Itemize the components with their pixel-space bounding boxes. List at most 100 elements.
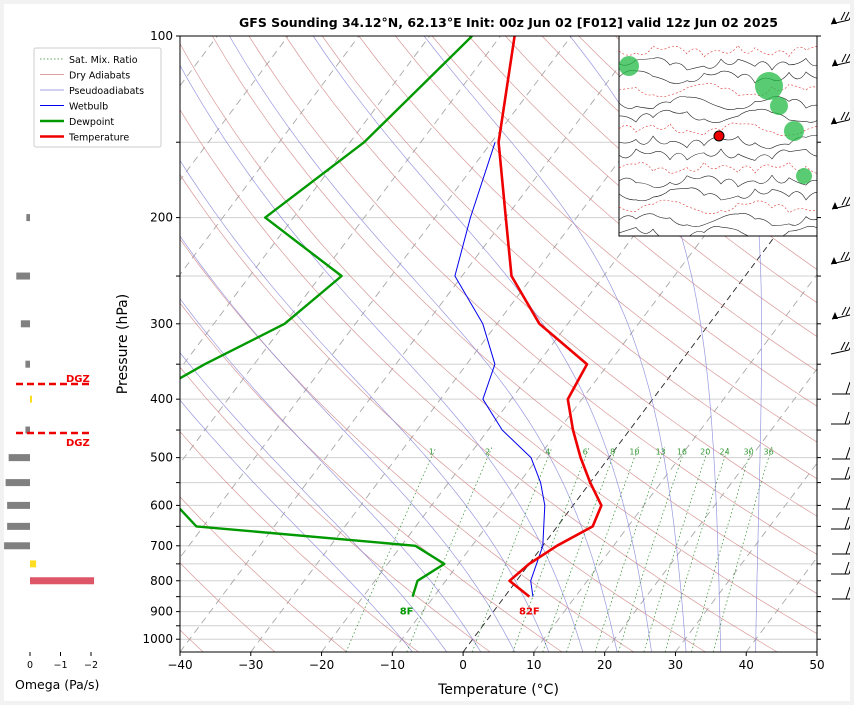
dry-adiabat-0 [180, 366, 491, 652]
map-contour [619, 225, 817, 236]
dry-adiabat-120 [431, 36, 817, 372]
pseudoadiabat-35 [569, 36, 722, 652]
x-tick-label-2: −20 [309, 658, 334, 672]
wind-barb-15 [832, 586, 850, 600]
dry-adiabat-60 [211, 36, 817, 594]
x-tick-label-0: −40 [167, 658, 192, 672]
mixing-ratio-label-8: 8 [610, 448, 615, 457]
wind-barb-2 [830, 111, 850, 125]
pseudoadiabat--10 [180, 399, 413, 652]
map-contour [619, 57, 817, 71]
mixing-ratio-label-6: 6 [583, 448, 588, 457]
omega-bar-4 [30, 395, 32, 403]
isotherm--60 [180, 36, 501, 464]
isotherm--70 [180, 36, 431, 370]
dry-adiabat-110 [395, 36, 817, 407]
wind-barb-3 [831, 196, 850, 210]
pseudoadiabat-15 [180, 64, 584, 652]
wind-barb-1 [831, 53, 850, 67]
pseudoadiabat-10 [180, 159, 550, 652]
x-tick-label-4: 0 [459, 658, 467, 672]
wind-barb-8 [831, 411, 850, 425]
map-contour [619, 70, 817, 84]
temperature-line [497, 36, 603, 598]
dry-adiabat--10 [180, 431, 419, 652]
omega-tick-label-2: −2 [84, 660, 98, 671]
omega-bar-7 [5, 479, 30, 487]
dry-adiabat--20 [180, 496, 347, 652]
dry-adiabat-30 [180, 174, 706, 652]
mixing-ratio-label-2: 2 [485, 448, 490, 457]
y-tick-label-800: 800 [150, 574, 173, 588]
dgz-label-bottom: DGZ [66, 438, 90, 449]
wind-barb-10 [831, 466, 850, 480]
isotherm--40 [180, 36, 643, 652]
isotherm--80 [180, 36, 360, 276]
isotherm-10 [533, 273, 817, 652]
pseudoadiabat--5 [180, 352, 448, 652]
mixing-ratio-label-1: 1 [429, 448, 434, 457]
map-precip-area [755, 72, 783, 100]
omega-bar-8 [7, 501, 30, 509]
isotherm--50 [180, 36, 572, 559]
y-tick-label-900: 900 [150, 605, 173, 619]
inset-map [618, 36, 817, 237]
wind-barb-11 [832, 496, 850, 510]
wind-barb-0 [830, 11, 850, 25]
map-contour [619, 213, 817, 227]
isotherm-0 [462, 179, 817, 652]
wind-barb-9 [832, 446, 850, 460]
legend-box [33, 47, 162, 148]
mixing-ratio-line-36 [713, 446, 773, 652]
wind-barb-7 [832, 381, 850, 395]
omega-bar-6 [8, 454, 30, 462]
omega-bar-9 [7, 522, 30, 530]
omega-tick-label-1: −1 [53, 660, 67, 671]
pseudoadiabat-0 [180, 298, 482, 652]
mixing-ratio-line-6 [512, 446, 590, 652]
dgz-label-top: DGZ [66, 374, 90, 385]
y-tick-label-500: 500 [150, 451, 173, 465]
map-precip-area [784, 121, 804, 141]
mixing-ratio-label-16: 16 [677, 448, 687, 457]
plot-frame [179, 35, 818, 653]
mixing-ratio-line-13 [594, 446, 665, 652]
x-tick-label-5: 10 [526, 658, 541, 672]
y-axis-label: Pressure (hPa) [115, 294, 131, 394]
skewt-chart: 1 2 4 6 8 10 13 16 20 24 30 3682F8F1002003004005006… [4, 11, 850, 698]
wetbulb-line [454, 142, 546, 597]
map-contour [619, 187, 817, 202]
map-contour [619, 174, 817, 188]
wind-barb-14 [831, 561, 850, 575]
wind-barb-6 [830, 341, 850, 355]
omega-bar-11 [30, 560, 37, 568]
dewpoint-line [180, 36, 473, 597]
map-contour [619, 148, 817, 161]
pseudoadiabat-20 [229, 36, 618, 652]
dry-adiabat-80 [285, 36, 817, 517]
sounding-figure: 1 2 4 6 8 10 13 16 20 24 30 36 82F 8F 100 200 300 400 500 6… [4, 4, 850, 701]
dry-adiabat-140 [505, 36, 817, 304]
dry-adiabat-100 [358, 36, 817, 443]
legend: Sat. Mix. Ratio Dry Adiabats Pseudoadiabat… [33, 47, 162, 148]
wind-barbs [830, 11, 850, 600]
dry-adiabat-130 [468, 36, 817, 338]
omega-bar-3 [25, 360, 30, 368]
mixing-ratio-line-1 [345, 446, 437, 652]
omega-bar-0 [26, 214, 30, 222]
isotherm-50 [816, 651, 817, 652]
dry-adiabat-10 [180, 302, 563, 652]
legend-entry-5: Temperature [68, 133, 129, 144]
surface-dewpoint-label: 8F [400, 607, 414, 618]
mixing-ratio-line-20 [643, 446, 710, 652]
isotherm--130 [4, 36, 5, 652]
map-precip-area [619, 56, 639, 76]
y-tick-label-1000: 1000 [142, 632, 173, 646]
wind-barb-13 [832, 541, 850, 555]
x-tick-label-7: 30 [668, 658, 683, 672]
dry-adiabat-50 [180, 42, 817, 635]
mixing-ratio-label-20: 20 [700, 448, 710, 457]
mixing-ratio-line-30 [691, 446, 753, 652]
map-contour [619, 82, 817, 98]
